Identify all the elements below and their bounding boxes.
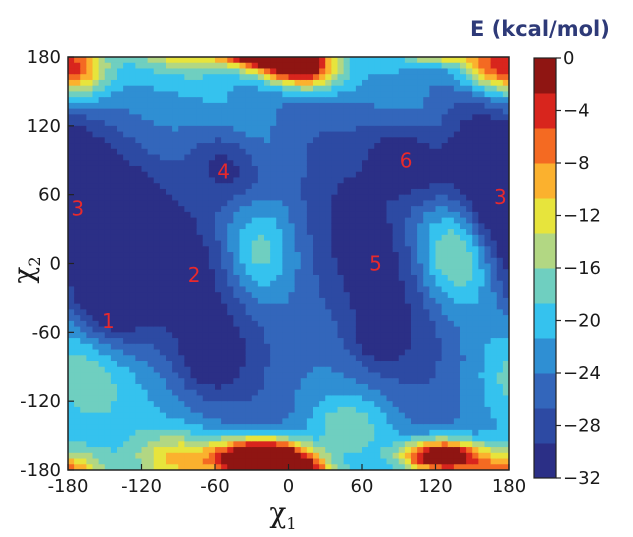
colorbar-tick-label: −8 [563, 153, 590, 174]
minimum-label: 2 [188, 263, 201, 287]
colorbar-segment [534, 163, 556, 199]
x-tick-label: 60 [351, 476, 374, 497]
y-tick-label: -60 [32, 322, 61, 343]
y-tick-label: 60 [38, 185, 61, 206]
y-axis-label: χ2 [7, 256, 44, 283]
y-tick-label: -180 [20, 460, 61, 481]
colorbar-segment [534, 198, 556, 234]
x-axis-ticks: -180 -120 -60 0 60 120 180 [48, 464, 526, 497]
minimum-label: 1 [102, 309, 115, 333]
colorbar-segment [534, 268, 556, 304]
minima-labels: 1 2 3 3 4 5 6 [71, 148, 506, 333]
colorbar-segment [534, 58, 556, 94]
minimum-label: 4 [217, 160, 230, 184]
x-tick-label: 180 [492, 476, 526, 497]
colorbar-segment [534, 443, 556, 479]
colorbar-segment [534, 338, 556, 374]
x-tick-label: 0 [283, 476, 294, 497]
colorbar-tick-label: −16 [563, 258, 601, 279]
minimum-label: 3 [71, 196, 84, 220]
colorbar-tick-label: −4 [563, 101, 590, 122]
y-tick-label: 120 [27, 116, 61, 137]
colorbar-tick-label: −20 [563, 311, 601, 332]
y-tick-label: 180 [27, 47, 61, 68]
colorbar-tick-label: −28 [563, 416, 601, 437]
colorbar: 0 −4 −8 −12 −16 −20 −24 −28 −32 [533, 48, 601, 489]
minimum-label: 3 [494, 185, 507, 209]
x-tick-label: 120 [418, 476, 452, 497]
colorbar-tick-label: −12 [563, 206, 601, 227]
colorbar-segment [534, 93, 556, 129]
colorbar-tick-label: −24 [563, 363, 601, 384]
colorbar-title: E (kcal/mol) [470, 17, 610, 41]
colorbar-segment [534, 233, 556, 269]
y-tick-label: -120 [20, 391, 61, 412]
energy-field [68, 57, 509, 470]
y-tick-label: 0 [50, 254, 61, 275]
colorbar-tick-label: 0 [563, 48, 574, 69]
x-tick-label: -60 [200, 476, 229, 497]
minimum-label: 5 [369, 252, 382, 276]
plot-area [68, 57, 509, 470]
colorbar-tick-label: −32 [563, 468, 601, 489]
x-tick-label: -120 [121, 476, 162, 497]
x-tick-label: -180 [48, 476, 89, 497]
colorbar-segment [534, 408, 556, 444]
colorbar-segment [534, 373, 556, 409]
colorbar-segment [534, 128, 556, 164]
y-axis-ticks: 180 120 60 0 -60 -120 -180 [20, 47, 74, 481]
minimum-label: 6 [400, 148, 413, 172]
x-axis-label: χ1 [269, 496, 296, 533]
colorbar-segment [534, 303, 556, 339]
